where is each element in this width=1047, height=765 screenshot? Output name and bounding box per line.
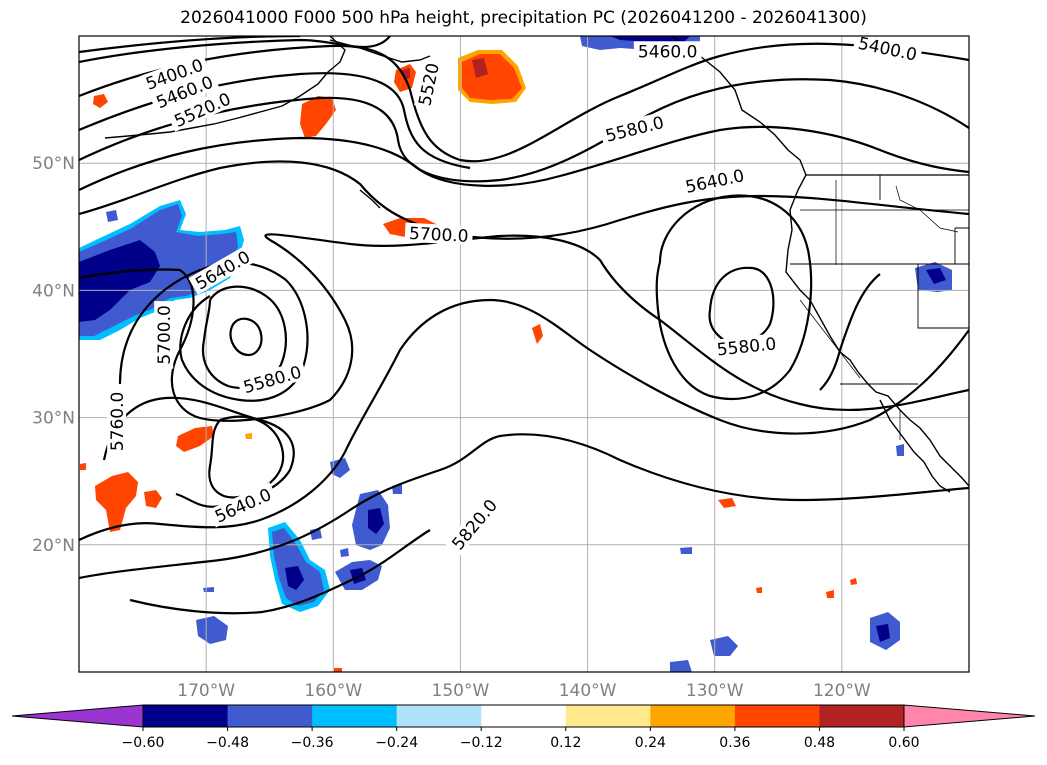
lon-tick-label: 160°W: [304, 681, 362, 701]
map-frame: [78, 35, 970, 673]
contour-label: 5460.0: [633, 41, 702, 62]
colorbar-tick-label: 0.36: [719, 735, 750, 751]
lat-tick-label: 20°N: [32, 536, 75, 556]
colorbar-swatch: [481, 705, 567, 727]
colorbar-tick-label: 0.12: [550, 735, 581, 751]
colorbar-swatch: [734, 705, 820, 727]
svg-text:5700.0: 5700.0: [155, 305, 175, 364]
svg-text:5460.0: 5460.0: [638, 42, 697, 62]
lat-tick-label: 40°N: [32, 281, 75, 301]
svg-text:5760.0: 5760.0: [108, 392, 128, 451]
colorbar-swatch: [143, 705, 229, 727]
longitude-labels: 170°W 160°W 150°W 140°W 130°W 120°W: [177, 681, 871, 701]
contour-label: 5700.0: [154, 301, 175, 369]
contour-label: 5640.0: [679, 164, 750, 198]
contour-label: 5760.0: [107, 387, 128, 456]
lat-tick-label: 30°N: [32, 409, 75, 429]
colorbar-swatch: [819, 705, 905, 727]
colorbar-swatch: [312, 705, 398, 727]
contour-label: 5580.0: [711, 332, 782, 360]
colorbar-swatch: [565, 705, 651, 727]
contour-label: 5700.0: [404, 222, 474, 247]
colorbar-tick-label: 0.48: [804, 735, 835, 751]
lon-tick-label: 120°W: [813, 681, 871, 701]
colorbar-swatch: [227, 705, 313, 727]
lon-tick-label: 130°W: [686, 681, 744, 701]
colorbar-tick-label: −0.36: [291, 735, 334, 751]
colorbar-swatch: [650, 705, 736, 727]
colorbar-swatch: [396, 705, 482, 727]
lon-tick-label: 150°W: [432, 681, 490, 701]
colorbar-tick-label: 0.60: [888, 735, 919, 751]
colorbar-under-arrow: [11, 704, 144, 728]
lon-tick-label: 170°W: [177, 681, 235, 701]
colorbar-tick-label: −0.60: [122, 735, 165, 751]
colorbar-tick-label: −0.48: [206, 735, 249, 751]
colorbar-outline: [142, 704, 905, 728]
latitude-labels: 20°N 30°N 40°N 50°N: [32, 154, 75, 556]
lat-tick-label: 50°N: [32, 154, 75, 174]
lon-tick-label: 140°W: [559, 681, 617, 701]
height-contours: [79, 36, 969, 615]
colorbar-tick-label: −0.12: [460, 735, 503, 751]
map-background: [79, 36, 969, 672]
colorbar: −0.60 −0.48 −0.36 −0.24 −0.12 0.12 0.24 0.36 0.4…: [11, 704, 1036, 751]
colorbar-over-arrow: [903, 704, 1036, 728]
colorbar-tick-label: −0.24: [375, 735, 418, 751]
colorbar-tick-label: 0.24: [635, 735, 666, 751]
svg-text:5700.0: 5700.0: [409, 224, 469, 247]
figure-title: 2026041000 F000 500 hPa height, precipit…: [180, 8, 867, 28]
